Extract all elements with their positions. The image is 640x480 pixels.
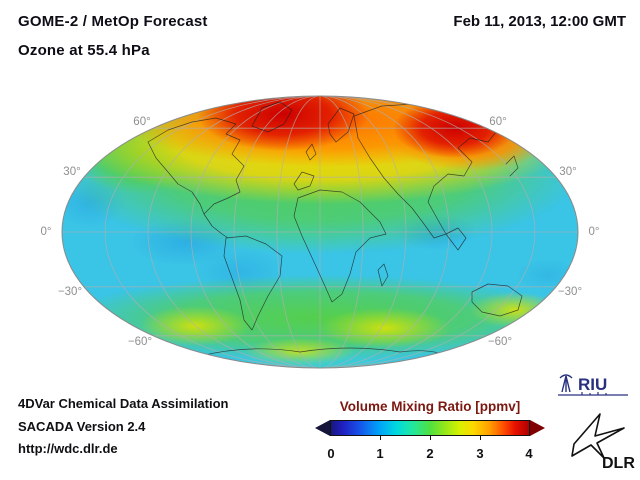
colorbar-tick-1: 1 [376,446,384,461]
dlr-logo: DLR [571,413,635,472]
lat-label-left-m30: −30° [57,286,83,298]
lat-label-left-0: 0° [40,226,52,238]
forecast-datetime: Feb 11, 2013, 12:00 GMT [453,13,626,30]
colorbar-right-arrow [530,420,545,436]
lat-label-right-0: 0° [588,226,600,238]
lat-label-right-30: 30° [559,166,577,178]
antenna-icon [559,374,573,393]
world-map: 60° 30° 0° −30° −60° 60° 30° 0° −30° −60… [0,80,640,392]
footer-line-assimilation: 4DVar Chemical Data Assimilation [18,396,229,411]
colorbar-tickmark-2 [430,436,431,440]
page-title-line1: GOME-2 / MetOp Forecast [18,13,208,30]
page-title-line2: Ozone at 55.4 hPa [18,42,150,59]
riu-logo-baseline [558,392,628,396]
colorbar-tickmark-3 [480,436,481,440]
colorbar-left-arrow [315,420,330,436]
lat-label-left-m60: −60° [127,336,153,348]
north-atlantic-ozone-maximum [197,96,369,151]
colorbar-tick-2: 2 [426,446,434,461]
graticule [62,96,578,368]
map-boundary [61,95,579,369]
riu-logo: RIU [558,374,628,396]
colorbar-gradient [330,420,530,436]
lat-label-right-60: 60° [489,116,507,128]
footer-line-url: http://wdc.dlr.de [18,441,118,456]
lat-label-right-m30: −30° [557,286,583,298]
colorbar-tick-4: 4 [525,446,533,461]
world-map-svg [61,95,579,369]
dlr-logo-text: DLR [602,455,635,472]
colorbar-tick-3: 3 [476,446,484,461]
lat-label-right-m60: −60° [487,336,513,348]
colorbar-tick-0: 0 [327,446,335,461]
riu-logo-text: RIU [578,375,607,394]
dlr-arrow-icon [571,413,625,459]
footer-line-version: SACADA Version 2.4 [18,419,146,434]
colorbar-title: Volume Mixing Ratio [ppmv] [339,399,521,414]
lat-label-left-30: 30° [63,166,81,178]
lat-label-left-60: 60° [133,116,151,128]
colorbar-tickmark-1 [380,436,381,440]
